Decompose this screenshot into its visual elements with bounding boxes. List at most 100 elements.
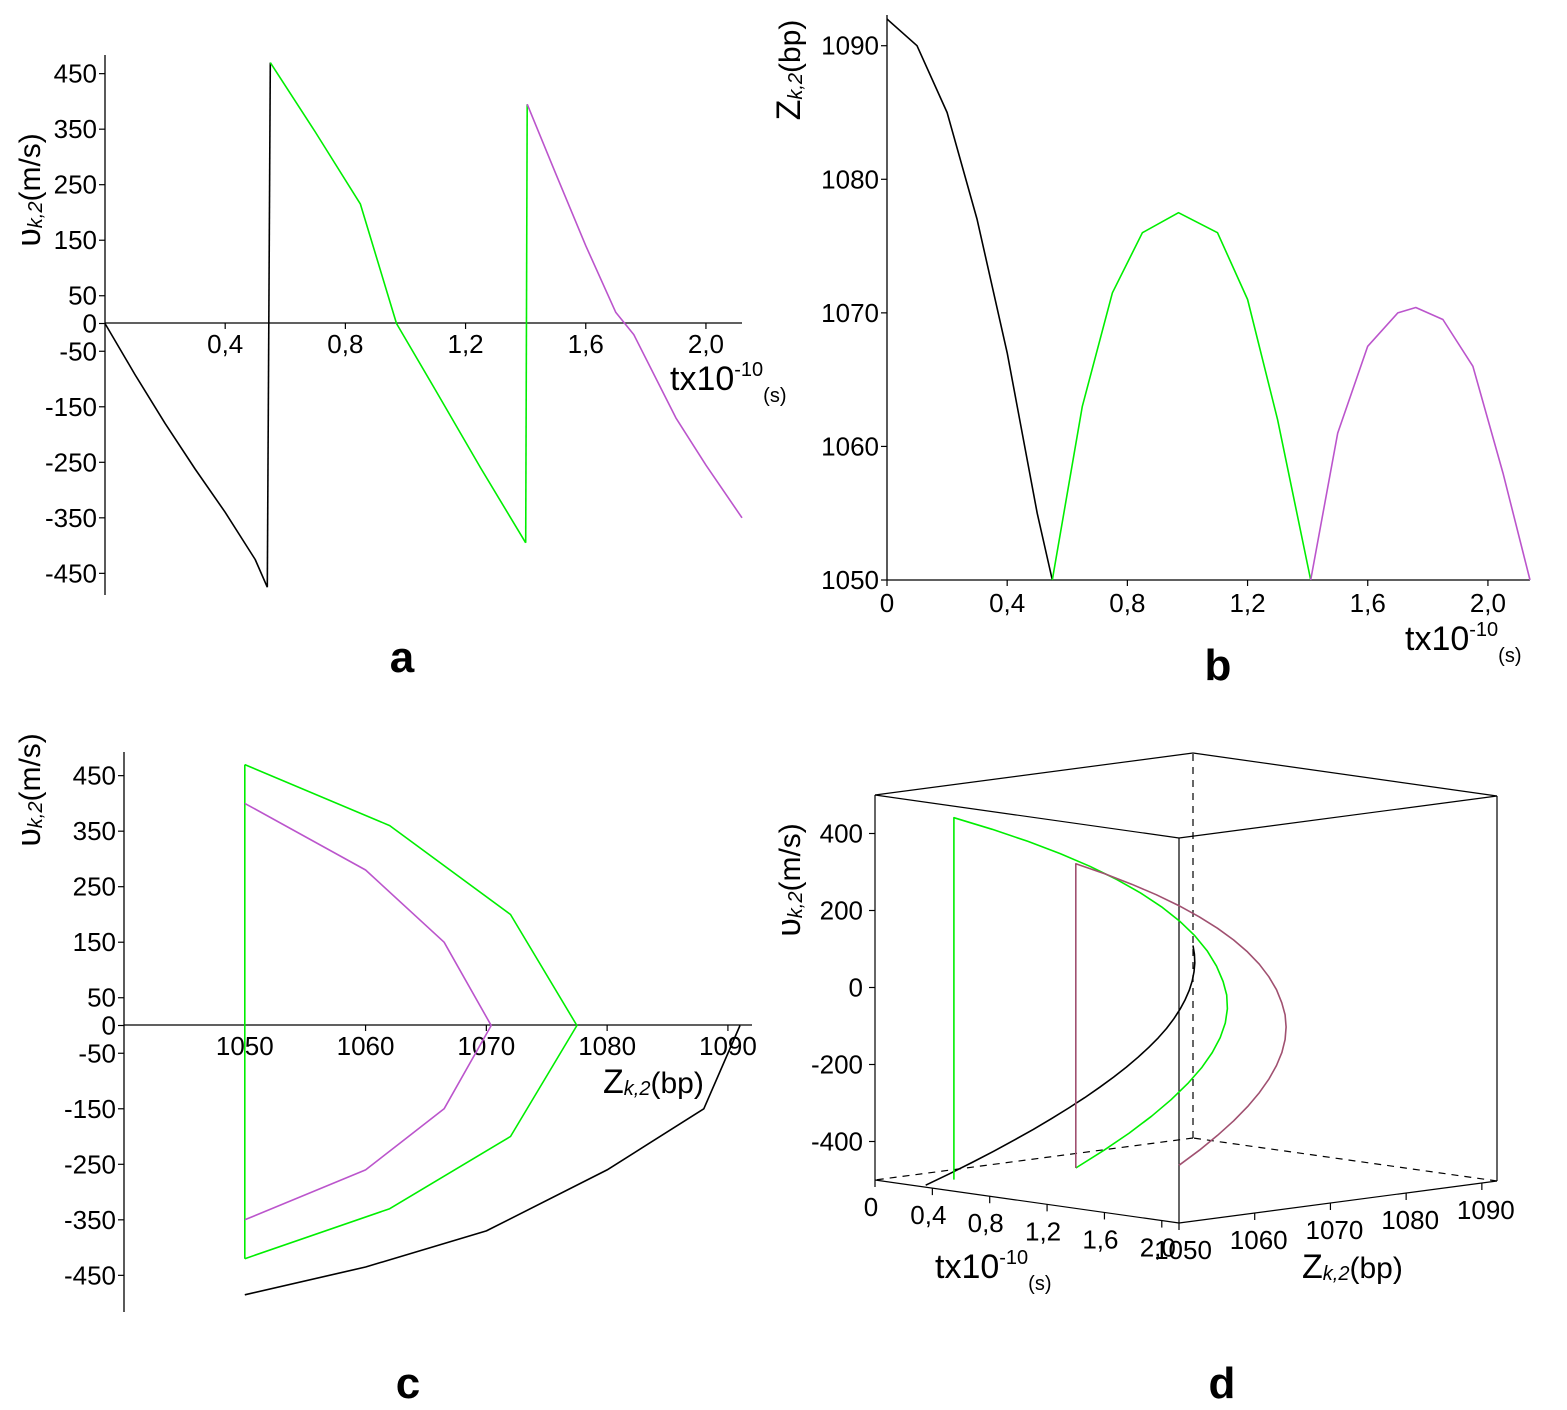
a-xlabel-exp: -10: [734, 359, 763, 381]
y-tick-label: -450: [64, 1260, 116, 1290]
y-tick-label: -50: [78, 1038, 116, 1068]
d-v-tick-label: 400: [820, 819, 863, 849]
d-ylabel-main: υ: [770, 918, 808, 937]
x-tick-label: 1090: [699, 1031, 757, 1061]
x-tick-label: 1080: [578, 1031, 636, 1061]
panel-b-y-axis-title: Zk,2(bp): [770, 20, 808, 121]
panel-label-c: c: [396, 1359, 420, 1408]
panel-d-box: [874, 752, 1498, 1224]
b-ylabel-main: Z: [770, 100, 808, 121]
x-tick-label: 0,8: [327, 329, 363, 359]
d-series-line-black: [925, 945, 1196, 1186]
y-tick-label: 150: [73, 927, 116, 957]
a-ylabel-unit: (m/s): [14, 133, 47, 201]
y-tick-label: 450: [54, 59, 97, 89]
d-z-tick-label: 1080: [1381, 1205, 1439, 1235]
panel-a-lines: [104, 62, 743, 588]
y-tick-label: -150: [64, 1094, 116, 1124]
d-z-tick-label: 1090: [1457, 1195, 1515, 1225]
panel-label-b: b: [1205, 641, 1232, 690]
c-ylabel-sub: k,2: [25, 802, 47, 829]
x-tick-label: 1,6: [1350, 588, 1386, 618]
x-tick-label: 1070: [457, 1031, 515, 1061]
b-ylabel-sub: k,2: [785, 73, 807, 100]
d-v-tick-label: -400: [811, 1127, 863, 1157]
y-tick-label: 0: [102, 1011, 116, 1041]
d-t-tick-label: 0,8: [968, 1208, 1004, 1238]
x-tick-label: 1,6: [568, 329, 604, 359]
y-tick-label: 350: [54, 114, 97, 144]
x-tick-label: 0,8: [1109, 588, 1145, 618]
y-tick-label: 250: [73, 872, 116, 902]
series-line-green: [1051, 211, 1312, 581]
y-tick-label: 1060: [821, 431, 879, 461]
series-line-green: [269, 62, 527, 544]
b-ylabel-unit: (bp): [774, 20, 807, 73]
x-tick-label: 1,2: [447, 329, 483, 359]
panel-c-y-axis-title: υk,2(m/s): [10, 733, 48, 847]
panel-d-y-axis-title: υk,2(m/s): [770, 823, 808, 937]
c-xlabel: Zk,2(bp): [603, 1063, 704, 1101]
y-tick-label: 50: [68, 281, 97, 311]
d-tlabel-main: tx10: [935, 1248, 999, 1286]
box-edge: [874, 1179, 1180, 1224]
x-tick-label: 1060: [337, 1031, 395, 1061]
y-tick-label: -50: [59, 336, 97, 366]
series-line-black: [104, 323, 269, 588]
y-tick-label: -450: [45, 558, 97, 588]
d-tlabel-exp: -10: [999, 1247, 1028, 1269]
y-tick-label: 450: [73, 761, 116, 791]
y-tick-label: -250: [45, 447, 97, 477]
series-line-purple: [1309, 306, 1531, 581]
svg-text:υk,2(m/s): υk,2(m/s): [10, 133, 48, 247]
d-ylabel-unit: (m/s): [774, 823, 807, 891]
x-tick-label: 0: [880, 588, 894, 618]
d-t-tick-label: 2,0: [1140, 1233, 1176, 1263]
d-series-line-green: [953, 816, 1229, 1180]
panel-a-y-axis-title: υk,2(m/s): [10, 133, 48, 247]
x-tick-label: 1,2: [1229, 588, 1265, 618]
panel-a: 450 350 250 150 500-50 -150 -250 -350 -450 0,4 0,8…: [10, 55, 787, 682]
c-xlabel-main: Z: [603, 1063, 624, 1101]
series-line-black: [266, 62, 272, 588]
a-xlabel-main: tx10: [670, 360, 734, 398]
box-edge: [1178, 1180, 1498, 1224]
box-edge-hidden: [1192, 1137, 1498, 1182]
x-tick-label: 0,4: [989, 588, 1025, 618]
svg-text:Zk,2(bp): Zk,2(bp): [770, 20, 808, 121]
x-tick-label: 2,0: [688, 329, 724, 359]
box-edge: [1178, 795, 1498, 839]
y-tick-label: 1050: [821, 565, 879, 595]
y-tick-label: 1070: [821, 298, 879, 328]
panel-d-lines: [925, 816, 1287, 1186]
series-line-black: [244, 1025, 741, 1296]
series-line-green: [524, 104, 529, 543]
panel-label-a: a: [390, 633, 415, 682]
d-tlabel-unit: (s): [1028, 1273, 1051, 1295]
d-v-tick-label: 0: [849, 973, 863, 1003]
series-line-purple: [244, 802, 493, 1221]
c-xlabel-unit: (bp): [650, 1067, 703, 1100]
b-xlabel-unit: (s): [1498, 645, 1521, 667]
svg-text:υk,2(m/s): υk,2(m/s): [10, 733, 48, 847]
a-ylabel-sub: k,2: [25, 202, 47, 229]
y-tick-label: 250: [54, 170, 97, 200]
y-tick-label: 0: [83, 309, 97, 339]
y-tick-label: 50: [87, 983, 116, 1013]
panel-b-lines: [886, 18, 1531, 581]
series-line-green: [244, 763, 578, 1260]
d-v-tick-label: -200: [811, 1050, 863, 1080]
d-zlabel-sub: k,2: [1323, 1263, 1350, 1285]
d-ylabel-sub: k,2: [785, 892, 807, 919]
c-ylabel-main: υ: [10, 828, 48, 847]
d-zlabel-main: Z: [1302, 1248, 1323, 1286]
d-z-tick-label: 1070: [1306, 1215, 1364, 1245]
series-line-purple: [526, 103, 743, 519]
box-edge: [874, 794, 1180, 839]
d-v-tick-label: 200: [820, 896, 863, 926]
